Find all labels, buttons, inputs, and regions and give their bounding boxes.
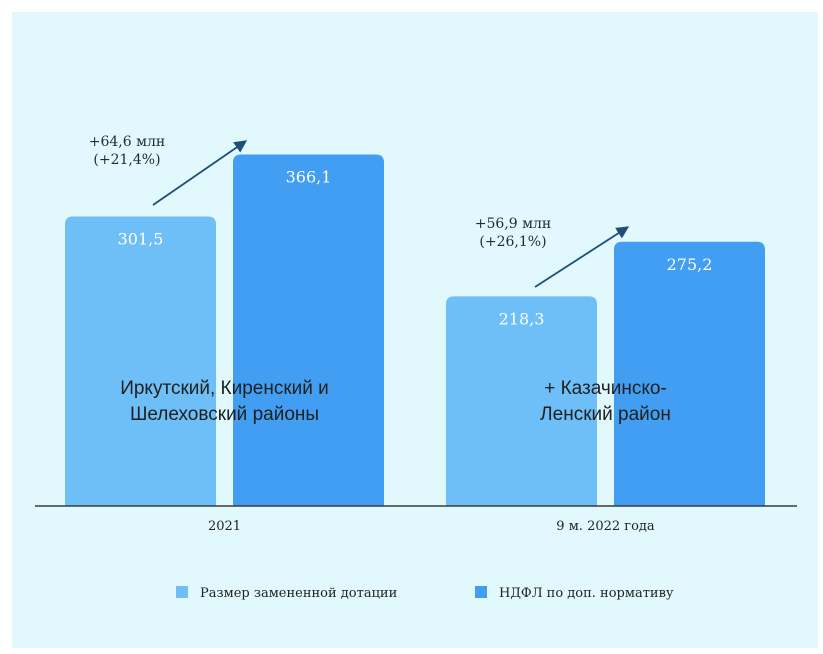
legend-label: Размер замененной дотации [200, 586, 397, 601]
legend-label: НДФЛ по доп. нормативу [499, 586, 674, 601]
bar [614, 241, 765, 507]
group-label: Ленский район [540, 404, 671, 425]
group-label: Иркутский, Киренский и [120, 378, 329, 399]
legend-swatch [176, 586, 188, 598]
legend-swatch [475, 586, 487, 598]
bar [233, 154, 384, 506]
data-label: 275,2 [667, 255, 713, 274]
change-annotation: +56,9 млн [475, 216, 551, 232]
data-label: 301,5 [118, 230, 164, 249]
category-label: 2021 [208, 519, 241, 534]
change-annotation: (+21,4%) [93, 152, 160, 168]
bar [446, 296, 597, 506]
trend-arrow [534, 226, 630, 288]
change-annotation: (+26,1%) [479, 234, 546, 250]
data-label: 366,1 [286, 168, 332, 187]
bar [65, 216, 216, 506]
group-label: + Казачинско- [544, 378, 667, 399]
group-label: Шелеховский районы [130, 404, 319, 425]
category-label: 9 м. 2022 года [556, 519, 655, 534]
data-label: 218,3 [499, 309, 545, 328]
trend-arrow [152, 140, 248, 206]
change-annotation: +64,6 млн [89, 134, 165, 150]
